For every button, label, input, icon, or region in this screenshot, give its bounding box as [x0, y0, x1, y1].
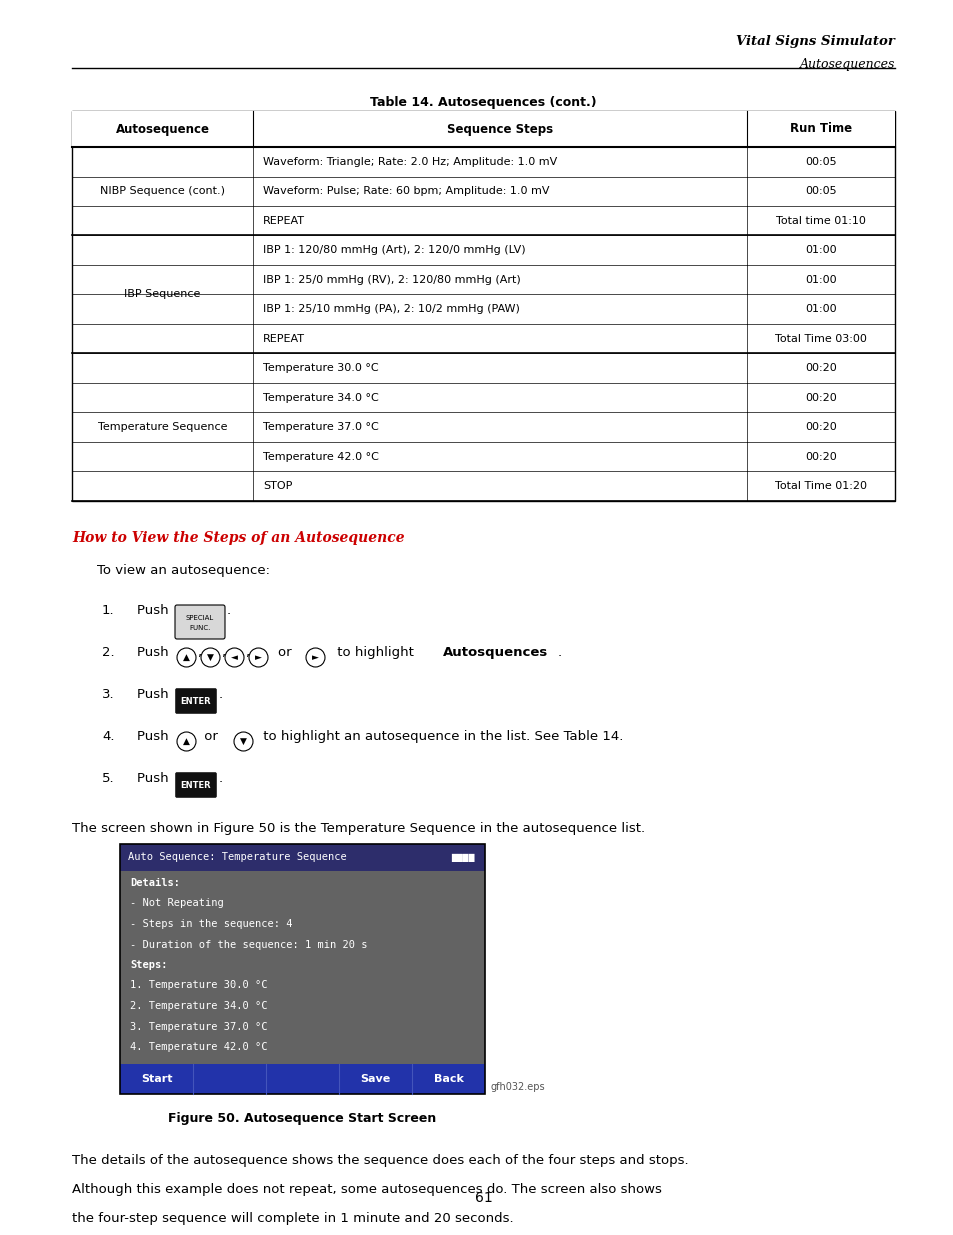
- Text: Push: Push: [137, 604, 172, 618]
- Text: Push: Push: [137, 646, 172, 659]
- Text: Autosequence: Autosequence: [115, 122, 210, 136]
- Text: Total Time 03:00: Total Time 03:00: [774, 333, 866, 343]
- Bar: [71, 111, 894, 147]
- Text: Table 14. Autosequences (cont.): Table 14. Autosequences (cont.): [370, 96, 597, 109]
- Bar: [120, 871, 484, 1065]
- Text: 01:00: 01:00: [804, 274, 836, 285]
- Text: ,: ,: [196, 646, 201, 659]
- Text: Figure 50. Autosequence Start Screen: Figure 50. Autosequence Start Screen: [168, 1112, 436, 1125]
- Text: 3. Temperature 37.0 °C: 3. Temperature 37.0 °C: [130, 1021, 267, 1031]
- Text: IBP 1: 25/10 mmHg (PA), 2: 10/2 mmHg (PAW): IBP 1: 25/10 mmHg (PA), 2: 10/2 mmHg (PA…: [263, 304, 519, 314]
- Text: Total Time 01:20: Total Time 01:20: [774, 482, 866, 492]
- Text: How to View the Steps of an Autosequence: How to View the Steps of an Autosequence: [71, 531, 404, 545]
- FancyBboxPatch shape: [175, 773, 216, 798]
- Text: 00:20: 00:20: [804, 452, 836, 462]
- Text: Details:: Details:: [130, 878, 180, 888]
- Text: Vital Signs Simulator: Vital Signs Simulator: [736, 35, 894, 48]
- Text: 00:05: 00:05: [804, 186, 836, 196]
- Text: REPEAT: REPEAT: [263, 333, 305, 343]
- Text: Back: Back: [433, 1074, 463, 1084]
- Text: .: .: [219, 772, 223, 785]
- Text: .: .: [219, 688, 223, 701]
- Text: - Duration of the sequence: 1 min 20 s: - Duration of the sequence: 1 min 20 s: [130, 940, 367, 950]
- Text: Temperature 37.0 °C: Temperature 37.0 °C: [263, 422, 378, 432]
- Text: ,: ,: [221, 646, 225, 659]
- Text: Auto Sequence: Temperature Sequence: Auto Sequence: Temperature Sequence: [128, 852, 346, 862]
- Text: 01:00: 01:00: [804, 304, 836, 314]
- Text: The screen shown in Figure 50 is the Temperature Sequence in the autosequence li: The screen shown in Figure 50 is the Tem…: [71, 823, 644, 835]
- Text: 00:20: 00:20: [804, 363, 836, 373]
- Text: ▼: ▼: [240, 737, 247, 746]
- Text: NIBP Sequence (cont.): NIBP Sequence (cont.): [100, 186, 225, 196]
- Text: Run Time: Run Time: [789, 122, 851, 136]
- Text: The details of the autosequence shows the sequence does each of the four steps a: The details of the autosequence shows th…: [71, 1153, 688, 1167]
- Text: IBP 1: 25/0 mmHg (RV), 2: 120/80 mmHg (Art): IBP 1: 25/0 mmHg (RV), 2: 120/80 mmHg (A…: [263, 274, 520, 285]
- Text: Waveform: Triangle; Rate: 2.0 Hz; Amplitude: 1.0 mV: Waveform: Triangle; Rate: 2.0 Hz; Amplit…: [263, 157, 557, 167]
- Text: Temperature 42.0 °C: Temperature 42.0 °C: [263, 452, 378, 462]
- Text: 1. Temperature 30.0 °C: 1. Temperature 30.0 °C: [130, 981, 267, 990]
- Text: Start: Start: [141, 1074, 172, 1084]
- Text: ENTER: ENTER: [180, 697, 212, 705]
- Text: - Not Repeating: - Not Repeating: [130, 899, 224, 909]
- Text: IBP 1: 120/80 mmHg (Art), 2: 120/0 mmHg (LV): IBP 1: 120/80 mmHg (Art), 2: 120/0 mmHg …: [263, 246, 525, 256]
- Text: Temperature Sequence: Temperature Sequence: [97, 422, 227, 432]
- Text: or: or: [277, 646, 295, 659]
- Text: Save: Save: [360, 1074, 390, 1084]
- Text: 01:00: 01:00: [804, 246, 836, 256]
- FancyBboxPatch shape: [175, 688, 216, 714]
- Text: Push: Push: [137, 730, 172, 743]
- Text: Sequence Steps: Sequence Steps: [446, 122, 553, 136]
- Bar: [120, 844, 484, 871]
- Text: STOP: STOP: [263, 482, 293, 492]
- Text: or: or: [200, 730, 222, 743]
- Text: Push: Push: [137, 772, 172, 785]
- Text: 5.: 5.: [102, 772, 114, 785]
- Text: ▼: ▼: [207, 653, 213, 662]
- Text: Autosquences: Autosquences: [442, 646, 548, 659]
- Text: 1.: 1.: [102, 604, 114, 618]
- Text: 3.: 3.: [102, 688, 114, 701]
- Text: ▲: ▲: [183, 737, 190, 746]
- Text: 2. Temperature 34.0 °C: 2. Temperature 34.0 °C: [130, 1002, 267, 1011]
- Text: Push: Push: [137, 688, 172, 701]
- Text: Waveform: Pulse; Rate: 60 bpm; Amplitude: 1.0 mV: Waveform: Pulse; Rate: 60 bpm; Amplitude…: [263, 186, 549, 196]
- Text: .: .: [558, 646, 561, 659]
- Text: Although this example does not repeat, some autosequences do. The screen also sh: Although this example does not repeat, s…: [71, 1183, 661, 1195]
- Text: - Steps in the sequence: 4: - Steps in the sequence: 4: [130, 919, 293, 929]
- Text: 00:20: 00:20: [804, 393, 836, 403]
- Text: to highlight: to highlight: [333, 646, 417, 659]
- Text: 61: 61: [475, 1191, 492, 1205]
- Text: ►: ►: [312, 653, 318, 662]
- Text: To view an autosequence:: To view an autosequence:: [97, 564, 270, 577]
- Text: ENTER: ENTER: [180, 781, 212, 789]
- Text: ████: ████: [451, 853, 475, 862]
- Bar: [120, 844, 484, 1094]
- FancyBboxPatch shape: [174, 605, 225, 638]
- Text: Total time 01:10: Total time 01:10: [775, 216, 865, 226]
- Text: 4.: 4.: [102, 730, 114, 743]
- Text: gfh032.eps: gfh032.eps: [491, 1082, 545, 1092]
- Text: ►: ►: [254, 653, 262, 662]
- Text: to highlight an autosequence in the list. See Table 14.: to highlight an autosequence in the list…: [258, 730, 622, 743]
- Text: Temperature 30.0 °C: Temperature 30.0 °C: [263, 363, 378, 373]
- Text: Steps:: Steps:: [130, 960, 168, 969]
- Bar: [71, 111, 894, 501]
- Text: FUNC.: FUNC.: [189, 625, 211, 631]
- Text: the four-step sequence will complete in 1 minute and 20 seconds.: the four-step sequence will complete in …: [71, 1212, 513, 1225]
- Text: Autosequences: Autosequences: [799, 58, 894, 70]
- Text: 00:05: 00:05: [804, 157, 836, 167]
- Text: 4. Temperature 42.0 °C: 4. Temperature 42.0 °C: [130, 1042, 267, 1052]
- Text: REPEAT: REPEAT: [263, 216, 305, 226]
- Text: .: .: [227, 604, 231, 618]
- Text: ◄: ◄: [231, 653, 237, 662]
- Text: ,: ,: [245, 646, 249, 659]
- Text: 00:20: 00:20: [804, 422, 836, 432]
- Text: SPECIAL: SPECIAL: [186, 615, 213, 621]
- Text: 2.: 2.: [102, 646, 114, 659]
- Bar: [120, 1065, 484, 1094]
- Text: IBP Sequence: IBP Sequence: [124, 289, 200, 300]
- Text: ▲: ▲: [183, 653, 190, 662]
- Text: Temperature 34.0 °C: Temperature 34.0 °C: [263, 393, 378, 403]
